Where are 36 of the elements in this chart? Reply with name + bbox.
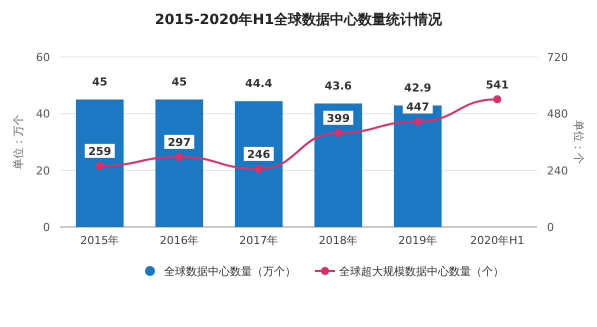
y2-tick-label: 720 <box>547 51 568 64</box>
data-label: 399 <box>326 112 350 125</box>
x-tick-label: 2018年 <box>318 234 358 247</box>
x-tick-label: 2016年 <box>160 234 199 247</box>
x-tick-label: 2017年 <box>239 234 278 247</box>
data-label: 541 <box>486 78 509 92</box>
data-label: 259 <box>88 144 112 158</box>
y2-tick-label: 0 <box>547 221 554 234</box>
point <box>493 95 502 104</box>
y2-axis-title: 单位：个 <box>572 120 585 164</box>
data-label: 45 <box>172 76 187 88</box>
chart-title: 2015-2020年H1全球数据中心数量统计情况 <box>154 11 444 28</box>
point <box>414 117 422 126</box>
data-label: 246 <box>247 148 271 161</box>
point <box>96 162 104 170</box>
data-label: 45 <box>92 76 108 88</box>
data-label: 44.4 <box>245 77 273 90</box>
y-tick-label: 60 <box>36 51 50 64</box>
point <box>334 128 342 137</box>
y2-tick-label: 480 <box>547 108 568 121</box>
y-tick-label: 0 <box>43 221 50 234</box>
y2-tick-label: 240 <box>547 164 568 178</box>
data-label: 43.6 <box>324 79 352 92</box>
y-tick-label: 40 <box>36 108 50 121</box>
x-tick-label: 2015年 <box>80 234 120 247</box>
point <box>175 152 184 161</box>
x-tick-label: 2019年 <box>398 234 438 247</box>
data-label: 297 <box>168 136 191 149</box>
data-label: 447 <box>406 100 430 114</box>
data-label: 42.9 <box>404 81 432 94</box>
x-tick-label: 2020年H1 <box>470 234 524 247</box>
y-axis-title: 单位：万个 <box>12 114 25 170</box>
legend-label: 全球超大规模数据中心数量（个） <box>339 265 504 278</box>
point <box>254 164 263 173</box>
legend-label: 全球数据中心数量（万个） <box>164 265 296 278</box>
y-tick-label: 20 <box>36 164 50 178</box>
